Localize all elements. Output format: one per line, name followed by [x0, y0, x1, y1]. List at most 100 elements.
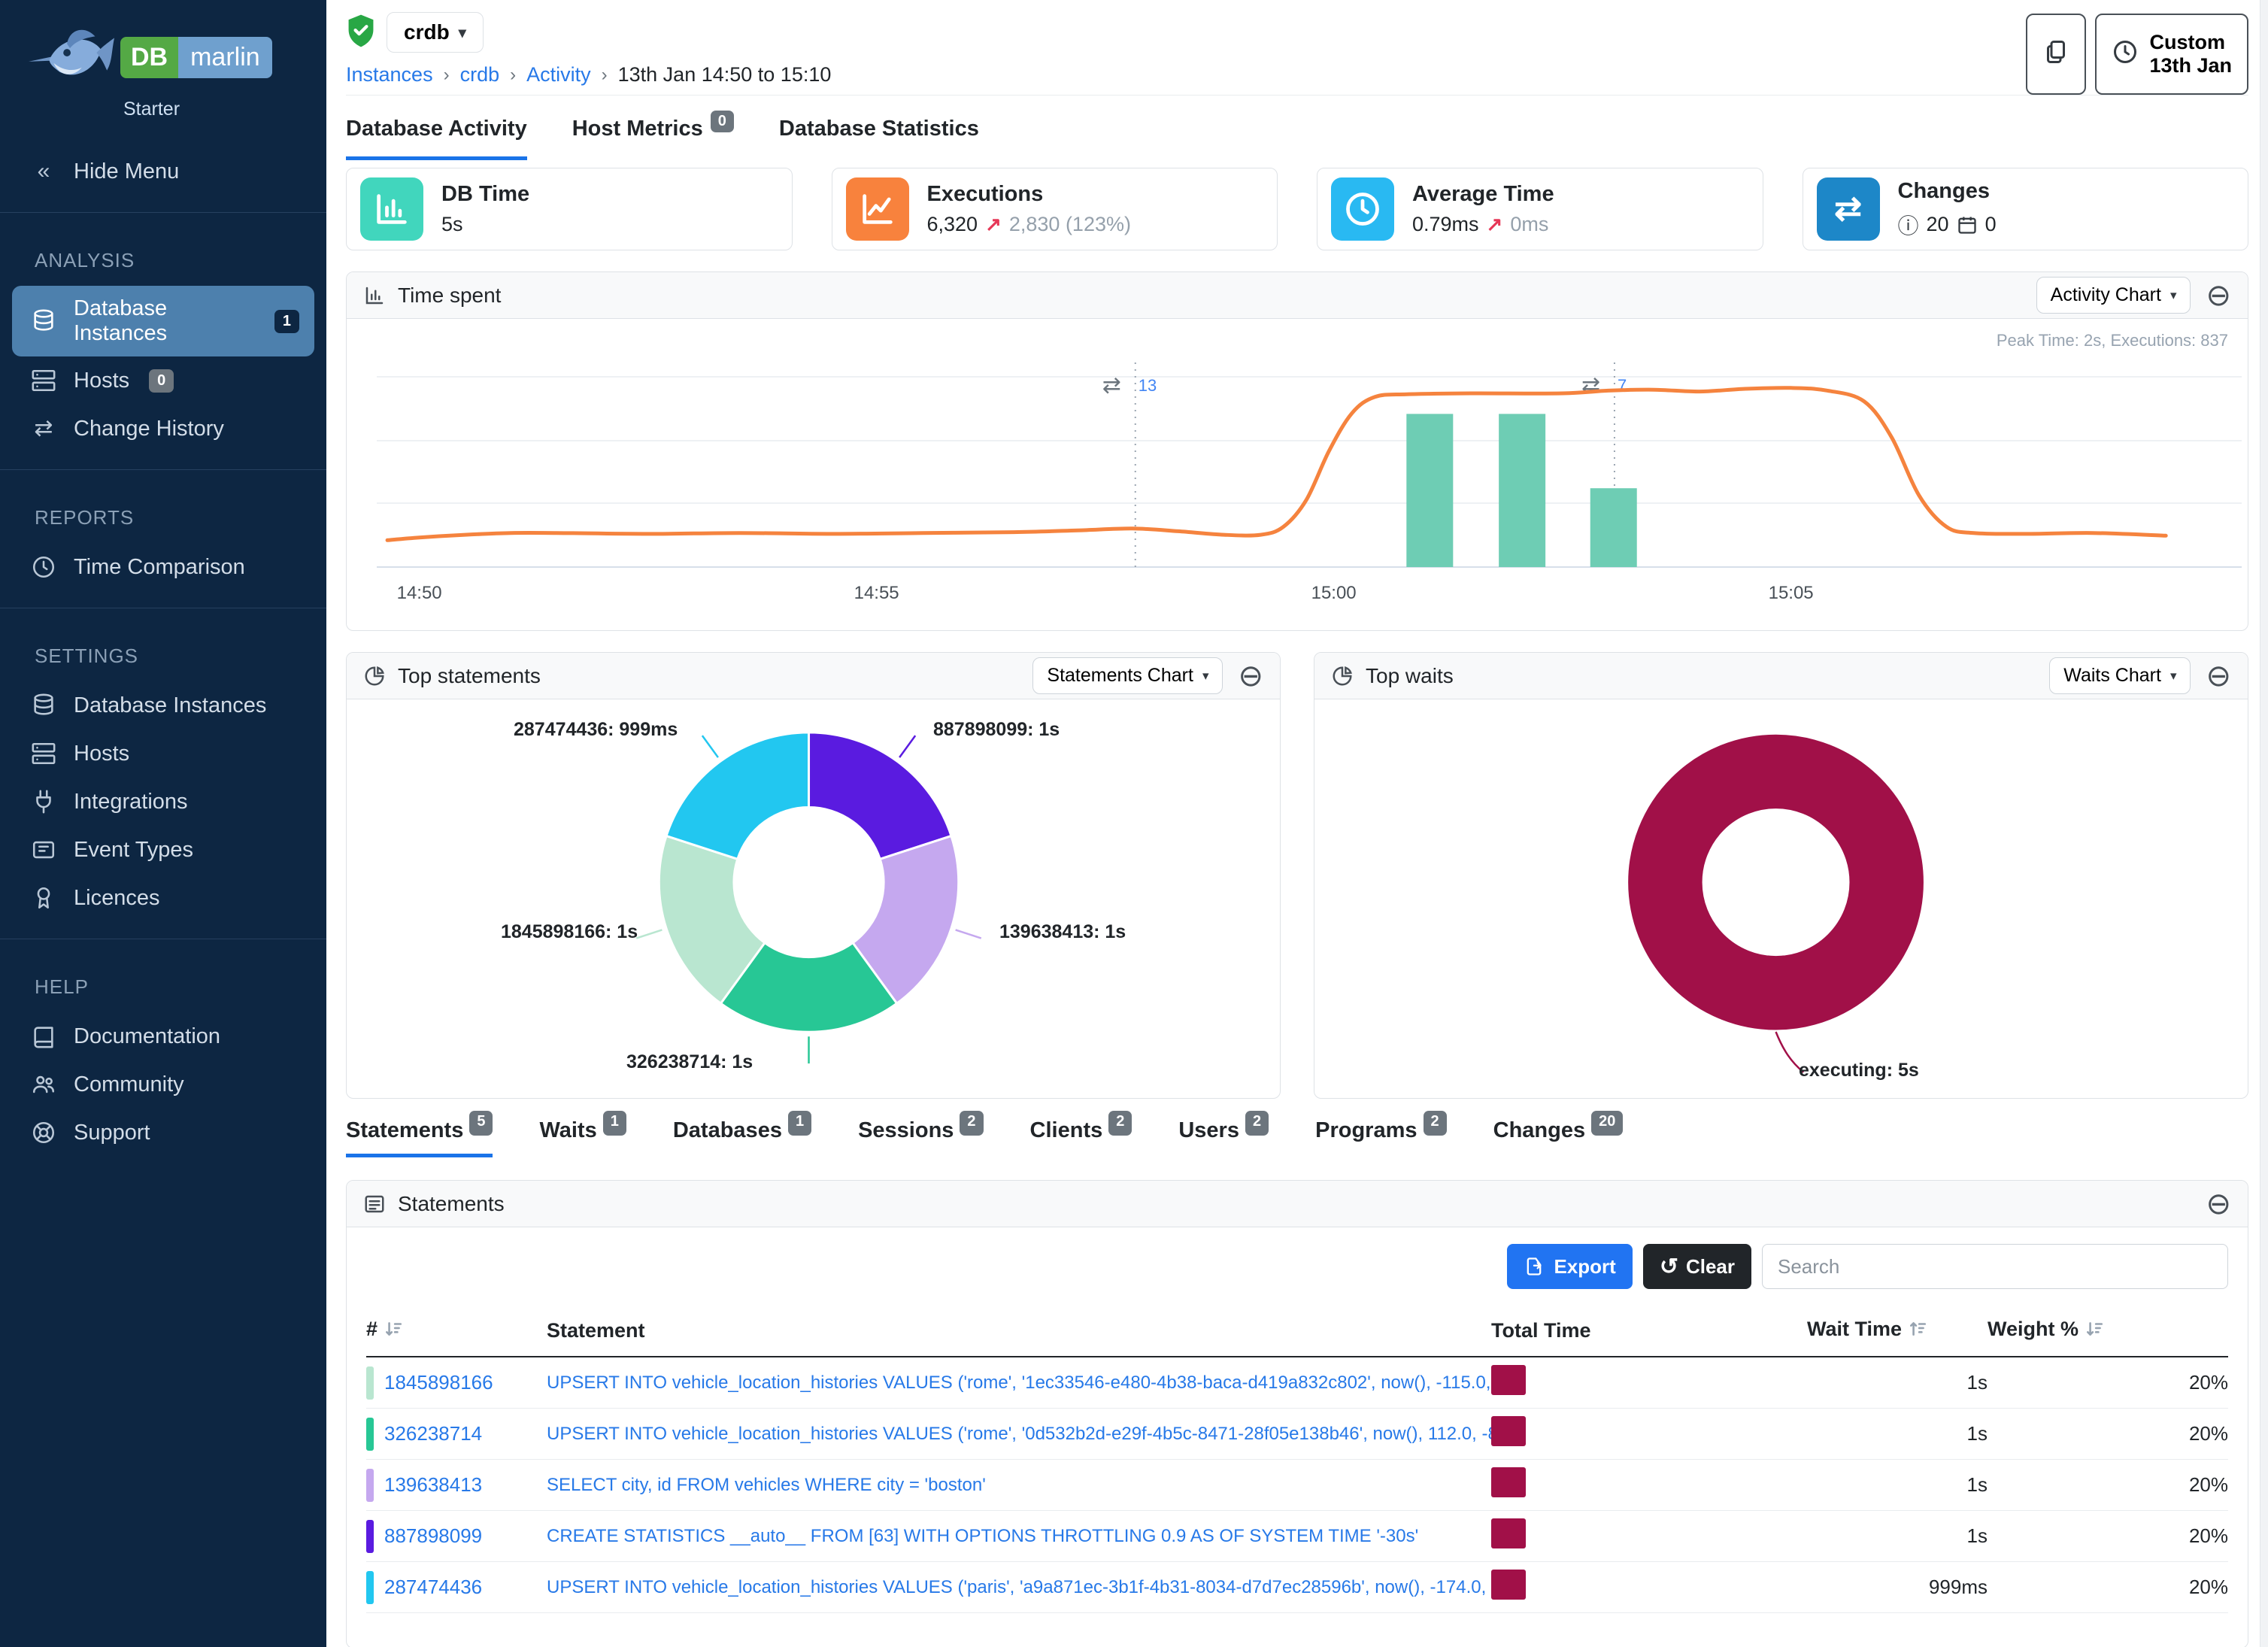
section-analysis: ANALYSIS — [35, 249, 135, 271]
tab-waits[interactable]: Waits 1 — [539, 1111, 626, 1157]
search-input[interactable] — [1762, 1244, 2228, 1289]
list-icon — [365, 1195, 384, 1212]
collapse-panel-icon[interactable]: ⊖ — [2206, 278, 2231, 312]
tab-programs[interactable]: Programs 2 — [1315, 1111, 1447, 1157]
peak-note: Peak Time: 2s, Executions: 837 — [1996, 331, 2228, 350]
x-axis-label: 14:55 — [854, 583, 899, 603]
sidebar-item-label: Support — [74, 1120, 150, 1145]
panel-title: Top waits — [1366, 663, 1454, 687]
breadcrumb-activity[interactable]: Activity — [526, 63, 591, 86]
tab-host-metrics[interactable]: Host Metrics 0 — [572, 111, 734, 160]
sidebar-item-settings-database-instances[interactable]: Database Instances — [0, 681, 326, 729]
sidebar-item-documentation[interactable]: Documentation — [0, 1012, 326, 1060]
tab-clients[interactable]: Clients 2 — [1030, 1111, 1132, 1157]
kpi-calendar-count: 0 — [1984, 213, 1997, 235]
chart-icon — [365, 287, 384, 304]
column-statement[interactable]: Statement — [547, 1307, 1491, 1357]
collapse-panel-icon[interactable]: ⊖ — [2206, 659, 2231, 693]
main-content: crdb ▾ Instances › crdb › Activity › 13t… — [326, 0, 2268, 1647]
tab-database-activity[interactable]: Database Activity — [346, 117, 527, 160]
column-id[interactable]: # — [366, 1307, 547, 1357]
wait-time-value: 1s — [1807, 1357, 1988, 1409]
statement-id-link[interactable]: 887898099 — [384, 1524, 483, 1547]
sidebar-item-licences[interactable]: Licences — [0, 874, 326, 922]
export-label: Export — [1554, 1254, 1616, 1278]
weight-value: 20% — [1988, 1561, 2228, 1613]
sidebar: DB marlin Starter « Hide Menu ANALYSIS D… — [0, 0, 326, 1647]
statements-donut-chart[interactable] — [347, 699, 1280, 1098]
tab-changes[interactable]: Changes 20 — [1493, 1111, 1624, 1157]
instance-selector[interactable]: crdb ▾ — [387, 12, 484, 53]
sidebar-item-hosts[interactable]: Hosts 0 — [0, 356, 326, 405]
brand-marlin: marlin — [178, 37, 272, 78]
statement-id-link[interactable]: 139638413 — [384, 1473, 483, 1496]
activity-chart-dropdown[interactable]: Activity Chart ▾ — [2036, 277, 2191, 314]
statement-link[interactable]: UPSERT INTO vehicle_location_histories V… — [547, 1576, 1491, 1597]
donut-slice — [665, 731, 811, 861]
server-icon — [30, 367, 57, 394]
sidebar-item-settings-hosts[interactable]: Hosts — [0, 729, 326, 778]
statement-color-chip — [366, 1417, 374, 1451]
breadcrumb-crdb[interactable]: crdb — [459, 63, 500, 86]
sidebar-item-support[interactable]: Support — [0, 1109, 326, 1157]
table-row: 326238714 UPSERT INTO vehicle_location_h… — [366, 1408, 2228, 1460]
licence-icon — [30, 884, 57, 911]
total-time-bar — [1491, 1467, 1526, 1497]
statement-id-link[interactable]: 1845898166 — [384, 1371, 493, 1394]
sidebar-item-change-history[interactable]: ⇄ Change History — [0, 405, 326, 453]
sidebar-item-time-comparison[interactable]: Time Comparison — [0, 543, 326, 591]
statement-link[interactable]: UPSERT INTO vehicle_location_histories V… — [547, 1372, 1491, 1393]
panel-title: Top statements — [398, 663, 541, 687]
hide-menu-button[interactable]: « Hide Menu — [0, 147, 326, 196]
column-weight[interactable]: Weight % — [1988, 1307, 2228, 1357]
breadcrumb-instances[interactable]: Instances — [346, 63, 433, 86]
statement-id-link[interactable]: 326238714 — [384, 1422, 483, 1445]
donut-label: 287474436: 999ms — [514, 719, 678, 740]
clock-icon — [1331, 177, 1394, 241]
count-badge: 0 — [149, 369, 174, 393]
column-wait-time[interactable]: Wait Time — [1807, 1307, 1988, 1357]
tab-users[interactable]: Users 2 — [1178, 1111, 1269, 1157]
brand-db: DB — [120, 37, 179, 78]
statement-id-link[interactable]: 287474436 — [384, 1576, 483, 1598]
kpi-row: DB Time 5s Executions 6,320 ↗ 2,830 (123… — [346, 168, 2248, 250]
detail-tab-bar: Statements 5 Waits 1 Databases 1 Sessions 2 … — [346, 1111, 2248, 1166]
sidebar-item-event-types[interactable]: Event Types — [0, 826, 326, 874]
database-icon — [30, 692, 57, 719]
copy-link-button[interactable] — [2026, 14, 2087, 95]
waits-chart-dropdown[interactable]: Waits Chart ▾ — [2049, 657, 2191, 694]
tab-badge: 2 — [1245, 1111, 1269, 1136]
clear-button[interactable]: ↺ Clear — [1642, 1244, 1751, 1289]
statement-link[interactable]: SELECT city, id FROM vehicles WHERE city… — [547, 1474, 986, 1495]
time-spent-chart: ⇄ 13 ⇄ 714:50 14:55 15:00 15:05 — [377, 362, 2242, 603]
dropdown-label: Statements Chart — [1047, 665, 1193, 686]
collapse-panel-icon[interactable]: ⊖ — [1238, 659, 1263, 693]
column-total-time[interactable]: Total Time — [1491, 1307, 1807, 1357]
statement-link[interactable]: UPSERT INTO vehicle_location_histories V… — [547, 1423, 1491, 1444]
sidebar-item-database-instances[interactable]: Database Instances 1 — [12, 286, 314, 356]
statements-table: # Statement Total Time Wait Time Weight … — [366, 1307, 2228, 1613]
total-time-bar — [1491, 1570, 1526, 1600]
time-range-button[interactable]: Custom 13th Jan — [2095, 14, 2248, 95]
tab-databases[interactable]: Databases 1 — [673, 1111, 812, 1157]
sidebar-item-integrations[interactable]: Integrations — [0, 778, 326, 826]
tab-sessions[interactable]: Sessions 2 — [858, 1111, 984, 1157]
collapse-panel-icon[interactable]: ⊖ — [2206, 1187, 2231, 1221]
sidebar-item-community[interactable]: Community — [0, 1060, 326, 1109]
donut-label: 1845898166: 1s — [501, 921, 638, 942]
sidebar-item-label: Integrations — [74, 789, 188, 814]
tab-label: Users — [1178, 1118, 1239, 1142]
statement-color-chip — [366, 1519, 374, 1553]
statement-link[interactable]: CREATE STATISTICS __auto__ FROM [63] WIT… — [547, 1525, 1419, 1546]
donut-label: executing: 5s — [1799, 1060, 1919, 1081]
trend-up-icon: ↗ — [985, 213, 1002, 235]
waits-donut-chart[interactable] — [1314, 699, 2248, 1098]
tab-database-statistics[interactable]: Database Statistics — [779, 117, 979, 160]
tab-label: Database Statistics — [778, 117, 979, 141]
tab-statements[interactable]: Statements 5 — [346, 1111, 493, 1157]
wait-time-value: 1s — [1807, 1510, 1988, 1562]
statements-chart-dropdown[interactable]: Statements Chart ▾ — [1032, 657, 1223, 694]
tab-badge: 5 — [469, 1111, 493, 1136]
export-button[interactable]: Export — [1507, 1244, 1633, 1289]
executions-bar — [1499, 414, 1546, 567]
